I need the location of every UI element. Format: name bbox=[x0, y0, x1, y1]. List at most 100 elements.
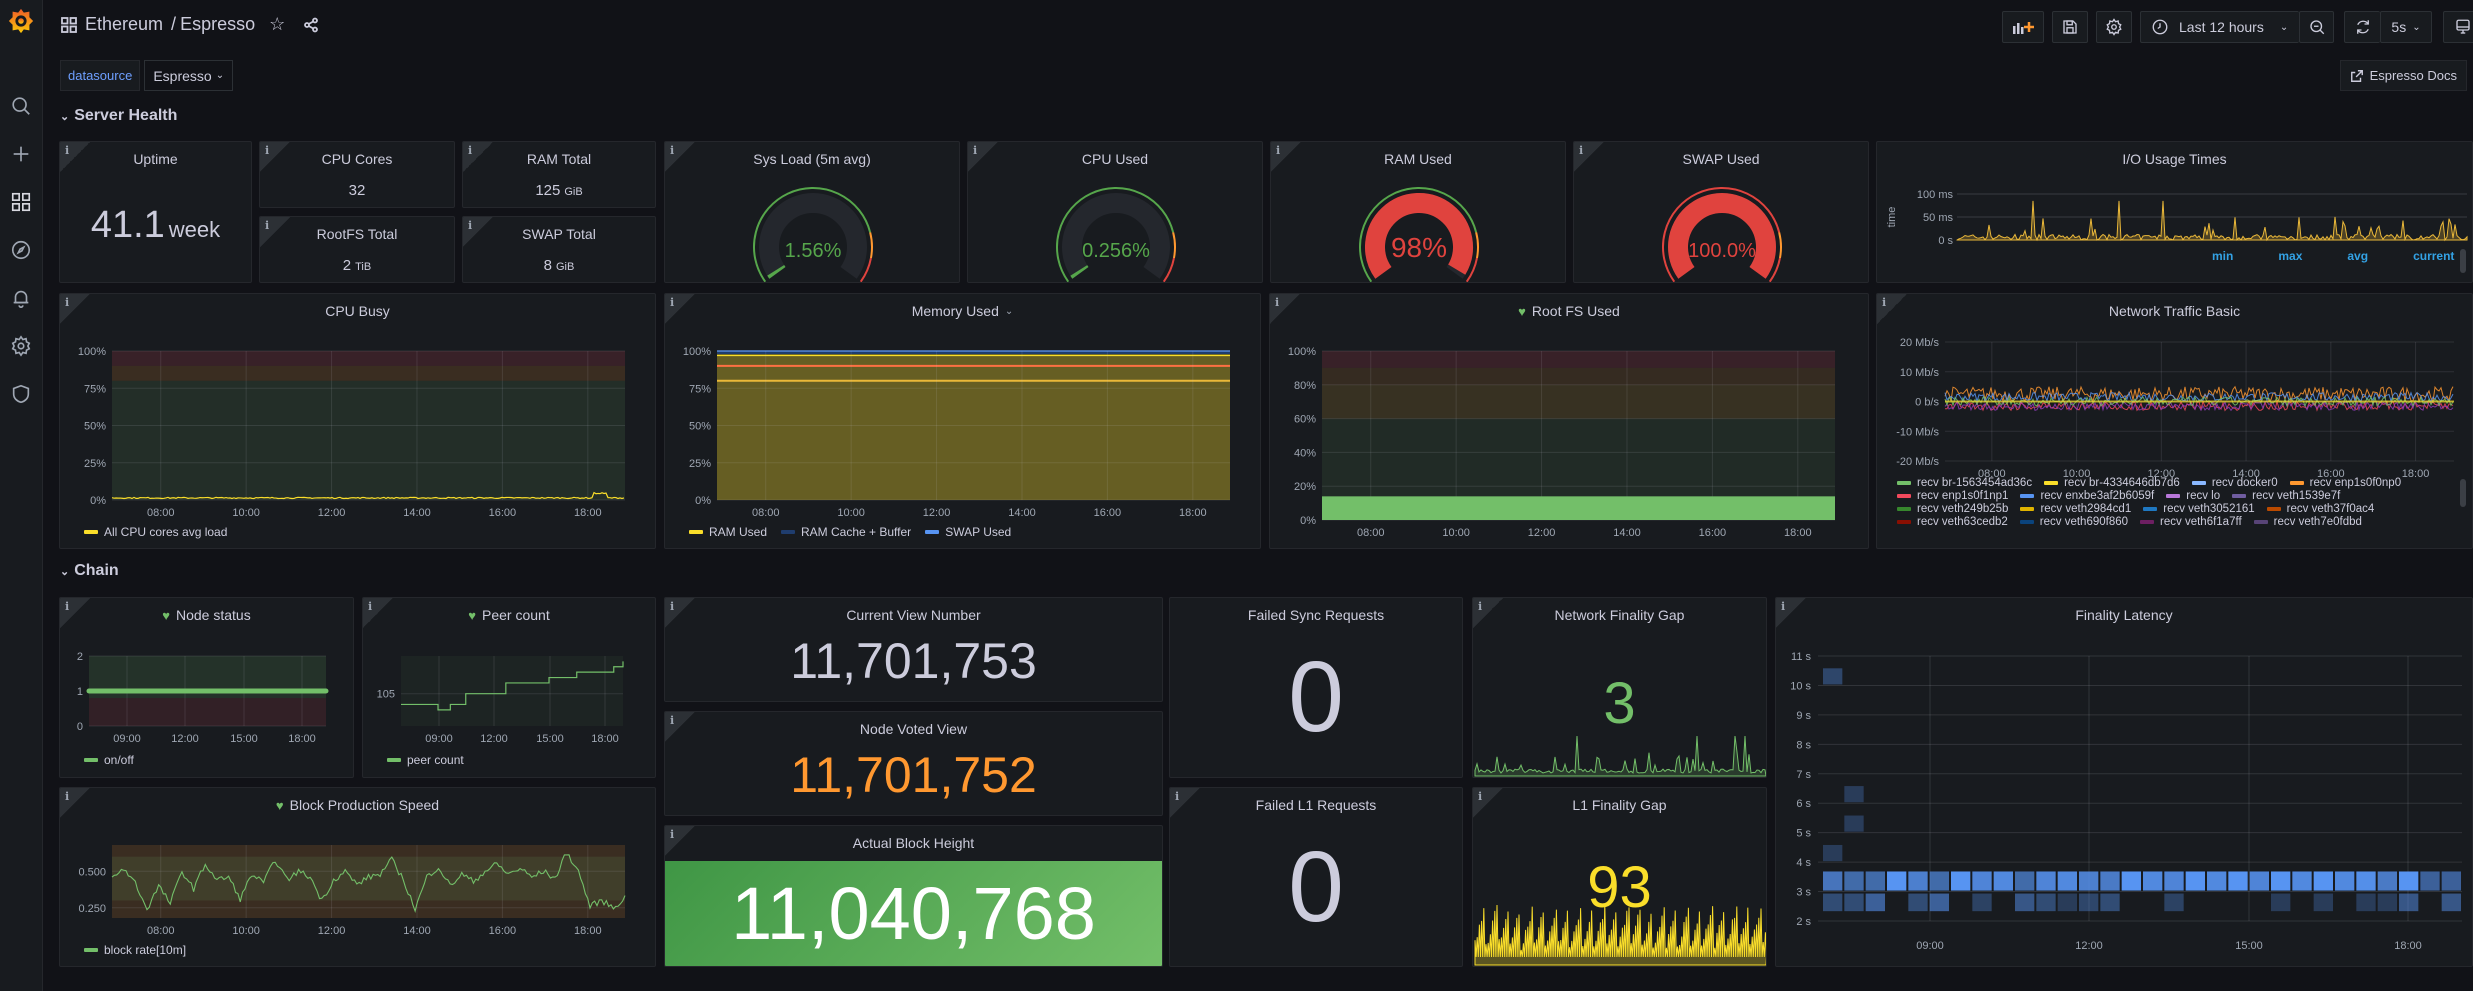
info-icon[interactable]: i bbox=[1270, 294, 1300, 324]
info-icon[interactable]: i bbox=[665, 712, 695, 742]
panel-title[interactable]: Memory Used ⌄ bbox=[665, 303, 1260, 319]
legend-item[interactable]: recv lo bbox=[2166, 490, 2220, 502]
info-icon[interactable]: i bbox=[260, 217, 290, 247]
tv-mode-button[interactable] bbox=[2443, 11, 2473, 43]
legend-item[interactable]: recv enp1s0f0np0 bbox=[2289, 477, 2401, 489]
legend-item[interactable]: RAM Used bbox=[689, 525, 767, 539]
info-icon[interactable]: i bbox=[463, 217, 493, 247]
legend-col-max[interactable]: max bbox=[2278, 249, 2303, 263]
legend-item[interactable]: peer count bbox=[387, 753, 464, 767]
legend-item[interactable]: on/off bbox=[84, 753, 134, 767]
legend-item[interactable]: recv veth37f0ac4 bbox=[2266, 503, 2374, 515]
panel-cpu-busy[interactable]: i CPU Busy 100% 75% 50% 25% 0% 08:00 10:00 12:0… bbox=[59, 293, 656, 549]
info-icon[interactable]: i bbox=[60, 788, 90, 818]
compass-icon[interactable] bbox=[9, 238, 33, 262]
legend-item[interactable]: recv veth7e0fdbd bbox=[2253, 516, 2362, 528]
refresh-button[interactable] bbox=[2344, 11, 2380, 43]
breadcrumb-folder[interactable]: Ethereum bbox=[85, 14, 164, 34]
panel-node-status[interactable]: i ♥ Node status 2 1 0 09:00 12:00 15:00 18:00 o… bbox=[59, 597, 354, 778]
legend-item[interactable]: recv enp1s0f1np1 bbox=[1897, 490, 2008, 502]
legend-item[interactable]: recv veth1539e7f bbox=[2232, 490, 2340, 502]
panel-gauge[interactable]: i SWAP Used 100.0% bbox=[1573, 141, 1869, 283]
panel-memory-used[interactable]: i Memory Used ⌄ 100% 75% 50% 25% 0% 08:00 10:00… bbox=[664, 293, 1261, 549]
panel-peer-count[interactable]: i ♥ Peer count 09:00 12:00 15:00 18:00 105 pe… bbox=[362, 597, 656, 778]
panel-uptime[interactable]: i Uptime 41.1 week bbox=[59, 141, 252, 283]
datasource-select[interactable]: Espresso ⌄ bbox=[144, 60, 234, 91]
row-chain[interactable]: ⌄ Chain bbox=[60, 562, 119, 580]
row-server-health[interactable]: ⌄ Server Health bbox=[60, 107, 177, 125]
info-icon[interactable]: i bbox=[665, 826, 695, 856]
info-icon[interactable]: i bbox=[1574, 142, 1604, 172]
panel-gauge[interactable]: i RAM Used 98% bbox=[1270, 141, 1566, 283]
legend-item[interactable]: recv br-4334646db7d6 bbox=[2044, 477, 2180, 489]
panel-block-production-speed[interactable]: i ♥ Block Production Speed 0.500 0.250 08:0… bbox=[59, 787, 656, 967]
panel-finality-latency[interactable]: i Finality Latency 11 s 10 s 9 s 8 s 7 s 6 s 5… bbox=[1775, 597, 2473, 967]
info-icon[interactable]: i bbox=[1170, 788, 1200, 818]
dashboards-icon[interactable] bbox=[9, 190, 33, 214]
info-icon[interactable]: i bbox=[1877, 294, 1907, 324]
search-icon[interactable] bbox=[9, 94, 33, 118]
info-icon[interactable]: i bbox=[463, 142, 493, 172]
panel-root-fs-used[interactable]: i ♥ Root FS Used 100% 80% 60% 40% 20% 0% 08:00 1… bbox=[1269, 293, 1869, 549]
star-icon[interactable]: ☆ bbox=[269, 14, 286, 34]
legend-col-min[interactable]: min bbox=[2212, 249, 2234, 263]
panel-l1-finality-gap[interactable]: i L1 Finality Gap 93 bbox=[1472, 787, 1767, 967]
info-icon[interactable]: i bbox=[60, 142, 90, 172]
dashboard-title[interactable]: Espresso bbox=[180, 14, 256, 34]
legend-item[interactable]: recv docker0 bbox=[2191, 477, 2278, 489]
info-icon[interactable]: i bbox=[968, 142, 998, 172]
panel-network-traffic[interactable]: i Network Traffic Basic 20 Mb/s 10 Mb/s 0 … bbox=[1876, 293, 2473, 549]
panel-network-finality-gap[interactable]: i Network Finality Gap 3 bbox=[1472, 597, 1767, 778]
info-icon[interactable]: i bbox=[1271, 142, 1301, 172]
panel-actual-block-height[interactable]: i Actual Block Height 11,040,768 bbox=[664, 825, 1163, 967]
panel-gauge[interactable]: i Sys Load (5m avg) 1.56% bbox=[664, 141, 960, 283]
grafana-logo-icon[interactable] bbox=[6, 6, 36, 36]
legend-item[interactable]: All CPU cores avg load bbox=[84, 525, 227, 539]
legend-scrollbar[interactable] bbox=[2460, 249, 2466, 273]
panel-current-view-number[interactable]: i Current View Number 11,701,753 bbox=[664, 597, 1163, 702]
legend-item[interactable]: recv br-1563454ad36c bbox=[1897, 477, 2032, 489]
gear-icon[interactable] bbox=[9, 334, 33, 358]
panel-ram-total[interactable]: i RAM Total 125 GiB bbox=[462, 141, 656, 208]
save-dashboard-button[interactable] bbox=[2052, 11, 2088, 43]
legend-scrollbar[interactable] bbox=[2460, 479, 2466, 507]
panel-io-usage-times[interactable]: I/O Usage Times 100 ms 50 ms 0 s time min m… bbox=[1876, 141, 2473, 283]
panel-swap-total[interactable]: i SWAP Total 8 GiB bbox=[462, 216, 656, 283]
panel-node-voted-view[interactable]: i Node Voted View 11,701,752 bbox=[664, 711, 1163, 816]
legend-item[interactable]: recv veth63cedb2 bbox=[1897, 516, 2008, 528]
legend-item[interactable]: RAM Cache + Buffer bbox=[781, 525, 911, 539]
dashboard-settings-button[interactable] bbox=[2096, 11, 2132, 43]
legend-item[interactable]: recv veth2984cd1 bbox=[2020, 503, 2131, 515]
zoom-out-time-button[interactable] bbox=[2299, 11, 2334, 43]
info-icon[interactable]: i bbox=[1473, 598, 1503, 628]
info-icon[interactable]: i bbox=[665, 142, 695, 172]
legend-item[interactable]: recv veth249b25b bbox=[1897, 503, 2008, 515]
add-panel-button[interactable] bbox=[2002, 11, 2044, 43]
info-icon[interactable]: i bbox=[665, 294, 695, 324]
legend-item[interactable]: recv enxbe3af2b6059f bbox=[2020, 490, 2154, 502]
info-icon[interactable]: i bbox=[60, 294, 90, 324]
info-icon[interactable]: i bbox=[1776, 598, 1806, 628]
espresso-docs-link[interactable]: Espresso Docs bbox=[2339, 60, 2467, 91]
share-icon[interactable] bbox=[303, 17, 319, 33]
legend-item[interactable]: block rate[10m] bbox=[84, 943, 186, 957]
panel-gauge[interactable]: i CPU Used 0.256% bbox=[967, 141, 1263, 283]
panel-failed-l1-requests[interactable]: i Failed L1 Requests 0 bbox=[1169, 787, 1463, 967]
panel-rootfs-total[interactable]: i RootFS Total 2 TiB bbox=[259, 216, 455, 283]
bell-icon[interactable] bbox=[9, 286, 33, 310]
refresh-interval-picker[interactable]: 5s ⌄ bbox=[2380, 11, 2432, 43]
legend-item[interactable]: SWAP Used bbox=[925, 525, 1011, 539]
shield-icon[interactable] bbox=[9, 382, 33, 406]
info-icon[interactable]: i bbox=[665, 598, 695, 628]
legend-item[interactable]: recv veth6f1a7ff bbox=[2140, 516, 2242, 528]
info-icon[interactable]: i bbox=[1473, 788, 1503, 818]
legend-col-avg[interactable]: avg bbox=[2347, 249, 2369, 263]
panel-failed-sync-requests[interactable]: Failed Sync Requests 0 bbox=[1169, 597, 1463, 778]
legend-item[interactable]: recv veth3052161 bbox=[2143, 503, 2255, 515]
legend-col-current[interactable]: current bbox=[2413, 249, 2455, 263]
info-icon[interactable]: i bbox=[260, 142, 290, 172]
legend-item[interactable]: recv veth690f860 bbox=[2019, 516, 2128, 528]
info-icon[interactable]: i bbox=[60, 598, 90, 628]
time-picker-button[interactable]: Last 12 hours ⌄ bbox=[2140, 11, 2299, 43]
info-icon[interactable]: i bbox=[363, 598, 393, 628]
